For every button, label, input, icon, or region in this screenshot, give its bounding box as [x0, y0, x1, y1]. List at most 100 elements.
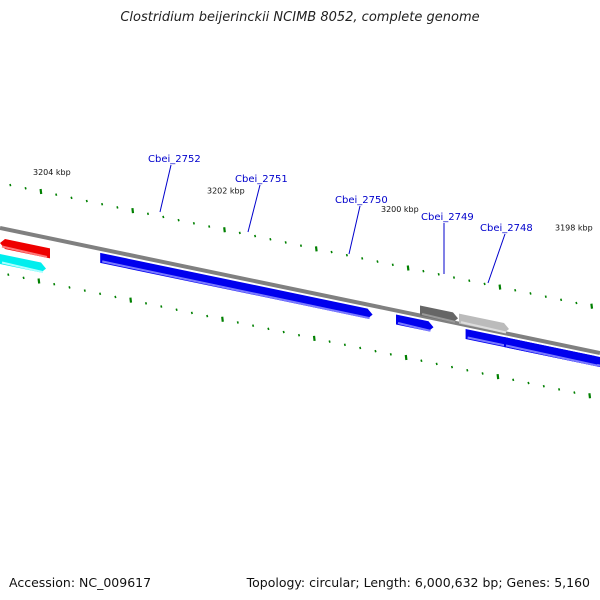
map-title: Clostridium beijerinckii NCIMB 8052, com… [120, 10, 480, 25]
ruler-tick [177, 218, 180, 222]
gene-label: Cbei_2749 [421, 212, 474, 223]
ruler-tick [512, 378, 515, 382]
ruler-tick [529, 292, 532, 295]
ruler-label: 3202 kbp [207, 187, 245, 196]
ruler-tick [374, 349, 377, 353]
ruler-tick [223, 227, 226, 233]
ruler-label: 3198 kbp [555, 224, 593, 233]
ruler-tick [558, 388, 561, 391]
gene-label-leader [247, 184, 261, 233]
ruler-tick [192, 222, 195, 225]
ruler-tick [162, 215, 165, 219]
ruler-tick [221, 316, 224, 322]
ruler-tick [330, 250, 333, 254]
gene-label: Cbei_2752 [148, 154, 201, 165]
ruler-tick [452, 276, 456, 279]
light-gray-feature [459, 313, 509, 334]
ruler-tick [22, 276, 25, 280]
ruler-tick [116, 206, 119, 209]
ruler-tick [114, 295, 117, 299]
ruler-tick [376, 260, 379, 263]
ruler-tick [468, 279, 471, 283]
ruler-tick [435, 362, 438, 366]
ruler-tick [282, 330, 285, 334]
ruler-tick [144, 302, 148, 305]
ruler-tick [514, 288, 517, 292]
ruler-tick [7, 273, 10, 276]
ruler-label: 3200 kbp [381, 205, 419, 214]
ruler-tick [314, 246, 318, 252]
gene-label: Cbei_2751 [235, 174, 288, 185]
ruler-tick [55, 193, 58, 196]
ruler-tick [343, 343, 346, 347]
accession-label: Accession: NC_009617 [9, 575, 152, 590]
gene-label: Cbei_2750 [335, 195, 388, 206]
ruler-tick [391, 263, 394, 267]
gene-label: Cbei_2748 [480, 223, 533, 234]
ruler-tick [361, 257, 364, 260]
ruler-tick [359, 346, 362, 350]
inner-tick-ring [7, 273, 592, 399]
ruler-tick [131, 207, 135, 214]
ruler-tick [146, 212, 150, 216]
gene-label-leader [159, 164, 172, 213]
ruler-tick [450, 365, 454, 369]
ruler-tick [389, 353, 392, 356]
ruler-tick [175, 308, 178, 312]
genome-backbone [0, 226, 600, 355]
ruler-tick [68, 286, 71, 289]
ruler-tick [190, 311, 193, 315]
ruler-tick [284, 241, 287, 244]
gene-label-leader [348, 205, 361, 255]
ruler-tick [422, 269, 425, 273]
gene-arrow [504, 336, 600, 367]
ruler-tick [481, 372, 484, 375]
ruler-tick [498, 284, 502, 290]
red-feature [0, 239, 50, 259]
outer-tick-ring [9, 183, 594, 309]
ruler-tick [297, 333, 301, 337]
ruler-tick [37, 278, 41, 284]
ruler-tick [527, 381, 530, 385]
ruler-tick [544, 295, 547, 298]
ruler-tick [24, 186, 27, 190]
ruler-tick [53, 282, 56, 286]
ruler-tick [345, 253, 348, 257]
ruler-tick [496, 374, 500, 380]
ruler-tick [238, 231, 241, 235]
ruler-tick [588, 393, 592, 399]
feature-track [0, 239, 600, 367]
ruler-tick [85, 199, 88, 203]
ruler-tick [254, 234, 257, 238]
ruler-tick [208, 225, 211, 228]
ruler-tick [299, 244, 303, 247]
gene-labels: Cbei_2752 Cbei_2751 Cbei_2750 Cbei_2749 Cbei… [148, 154, 533, 284]
ruler-tick [83, 289, 86, 292]
ruler-tick [483, 282, 486, 286]
ruler-tick [129, 297, 133, 303]
ruler-tick [420, 359, 423, 363]
ruler-tick [160, 305, 163, 308]
gene-arrow [396, 314, 434, 332]
ruler-tick [101, 202, 104, 206]
ruler-tick [39, 188, 43, 195]
gene-label-leader [487, 233, 506, 284]
ruler-tick [542, 384, 545, 388]
gene-arrow [100, 252, 373, 320]
ruler-tick [99, 292, 102, 296]
ruler-tick [206, 314, 209, 318]
ruler-tick [404, 354, 408, 361]
ruler-tick [573, 391, 576, 394]
ruler-tick [328, 340, 331, 343]
ruler-tick [252, 324, 255, 327]
ruler-tick [312, 335, 316, 342]
ruler-tick [9, 183, 12, 187]
ruler-tick [466, 368, 469, 372]
ruler-label: 3204 kbp [33, 168, 71, 177]
ruler-tick [590, 303, 594, 309]
ruler-tick [560, 298, 563, 302]
ruler-tick [575, 301, 578, 305]
dark-gray-feature [420, 305, 458, 323]
ruler-tick [70, 196, 73, 200]
